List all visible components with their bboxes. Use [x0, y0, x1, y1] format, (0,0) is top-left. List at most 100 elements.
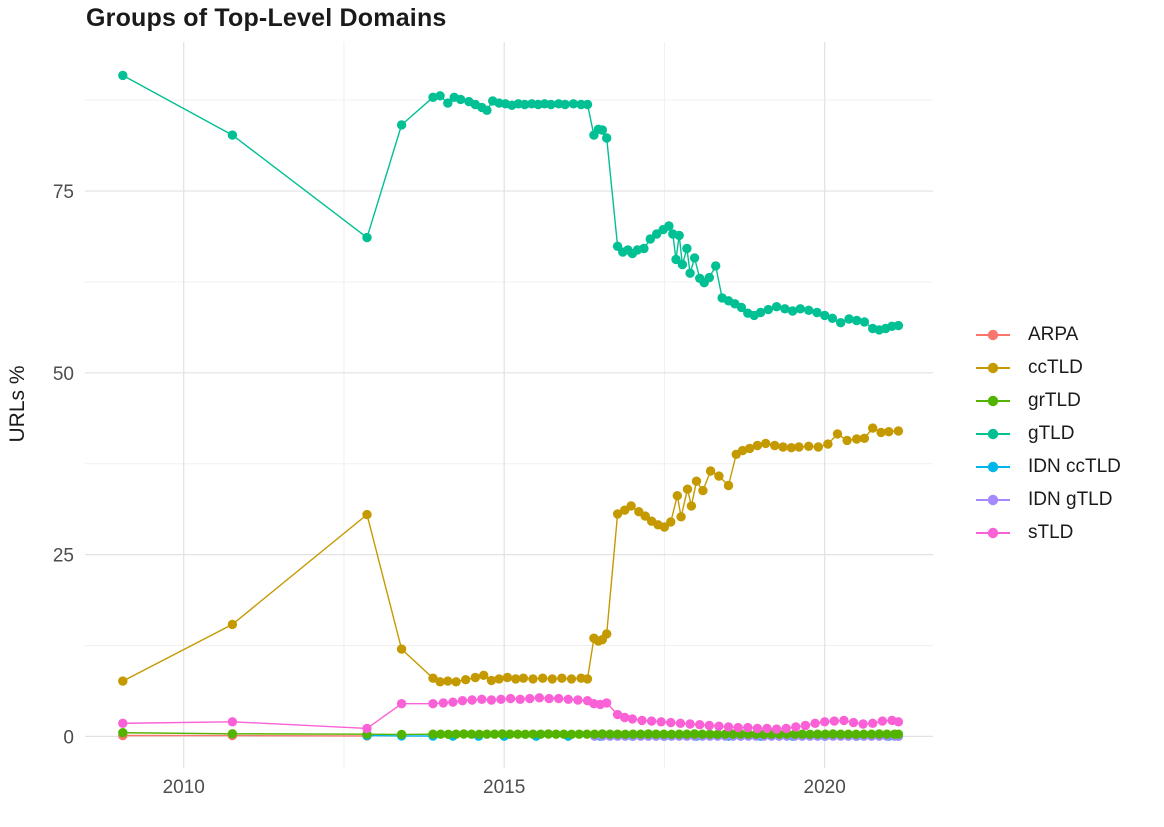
- series-point-cctld: [786, 443, 796, 453]
- series-point-grtld: [543, 729, 554, 739]
- series-point-stld: [868, 718, 878, 728]
- series-point-gtld: [820, 310, 830, 321]
- x-tick-label: 2020: [804, 777, 846, 798]
- series-point-grtld: [666, 729, 677, 739]
- series-point-cctld: [502, 672, 513, 683]
- series-point-grtld: [866, 729, 877, 739]
- series-point-stld: [685, 719, 695, 729]
- y-axis-title: URLs %: [6, 365, 29, 443]
- series-point-grtld: [396, 729, 407, 740]
- series-point-gtld: [645, 234, 655, 244]
- series-point-stld: [848, 717, 859, 728]
- series-point-stld: [820, 717, 830, 727]
- series-point-grtld: [528, 729, 538, 739]
- series-point-grtld: [659, 729, 669, 739]
- series-point-stld: [810, 718, 820, 728]
- series-point-grtld: [489, 729, 500, 739]
- legend: ARPA ccTLD grTLD gTLD IDN ccTLD IDN gTLD sTLD: [976, 318, 1121, 549]
- series-point-cctld: [659, 522, 670, 532]
- series-point-gtld: [443, 98, 453, 108]
- series-point-stld: [781, 723, 791, 734]
- series-point-stld: [515, 694, 525, 704]
- series-point-grtld: [513, 729, 523, 739]
- series-point-grtld: [893, 729, 904, 739]
- series-point-stld: [858, 719, 868, 729]
- series-point-cctld: [859, 433, 870, 443]
- series-point-cctld: [682, 484, 693, 494]
- series-point-stld: [544, 693, 554, 704]
- series-point-gtld: [893, 320, 904, 331]
- series-point-grtld: [505, 729, 515, 739]
- series-point-grtld: [643, 729, 654, 739]
- series-point-stld: [771, 724, 782, 734]
- series-point-grtld: [843, 729, 854, 739]
- series-point-gtld: [560, 99, 570, 110]
- series-point-stld: [396, 699, 407, 709]
- series-point-grtld: [874, 729, 884, 739]
- series-point-cctld: [518, 673, 529, 683]
- series-point-cctld: [842, 435, 852, 446]
- series-point-gtld: [664, 221, 674, 231]
- series-point-gtld: [118, 70, 128, 81]
- legend-item-stld: sTLD: [976, 516, 1121, 549]
- series-point-gtld: [787, 306, 798, 316]
- series-point-cctld: [362, 509, 372, 520]
- legend-key-icon: [976, 362, 1010, 373]
- series-point-grtld: [597, 729, 607, 739]
- series-point-cctld: [528, 674, 538, 684]
- series-point-cctld: [676, 512, 686, 522]
- series-point-grtld: [574, 729, 584, 739]
- series-point-cctld: [566, 674, 577, 684]
- series-point-cctld: [396, 644, 407, 654]
- legend-item-label: ccTLD: [1028, 356, 1083, 378]
- legend-key-icon: [976, 395, 1010, 406]
- series-point-gtld: [582, 99, 593, 110]
- series-point-gtld: [755, 307, 766, 318]
- series-point-gtld: [671, 254, 681, 265]
- series-point-stld: [627, 714, 638, 724]
- series-point-stld: [666, 717, 676, 728]
- series-point-stld: [762, 723, 772, 734]
- series-point-gtld: [455, 94, 466, 105]
- series-point-stld: [477, 694, 487, 704]
- series-point-grtld: [820, 729, 830, 739]
- legend-item-grtld: grTLD: [976, 384, 1121, 417]
- series-point-cctld: [494, 674, 504, 684]
- series-point-gtld: [597, 125, 607, 135]
- series-point-gtld: [844, 314, 854, 324]
- series-point-gtld: [602, 133, 612, 143]
- legend-item-arpa: ARPA: [976, 318, 1121, 351]
- series-line-gtld: [122, 74, 899, 331]
- series-point-grtld: [459, 729, 469, 739]
- series-point-gtld: [836, 318, 846, 328]
- legend-key-icon: [976, 494, 1010, 505]
- series-point-grtld: [628, 729, 638, 739]
- legend-item-label: IDN gTLD: [1028, 488, 1113, 510]
- series-point-gtld: [859, 317, 870, 327]
- legend-item-label: IDN ccTLD: [1028, 455, 1121, 477]
- series-point-grtld: [482, 729, 492, 739]
- y-tick-label: 50: [53, 364, 74, 385]
- legend-key-icon: [976, 329, 1010, 340]
- series-point-stld: [505, 693, 516, 704]
- series-point-stld: [675, 718, 686, 728]
- series-point-cctld: [557, 673, 567, 683]
- page-title: Groups of Top-Level Domains: [86, 4, 447, 32]
- series-point-cctld: [893, 426, 904, 436]
- series-point-stld: [800, 720, 811, 731]
- series-point-grtld: [689, 729, 700, 739]
- series-point-cctld: [470, 672, 480, 683]
- series-point-stld: [637, 715, 647, 726]
- series-point-stld: [602, 698, 612, 708]
- series-point-gtld: [804, 305, 814, 315]
- series-point-cctld: [852, 434, 862, 444]
- series-point-cctld: [538, 673, 548, 683]
- series-point-gtld: [704, 272, 714, 283]
- series-point-grtld: [428, 729, 438, 739]
- series-point-gtld: [685, 268, 695, 278]
- y-tick-label: 25: [53, 546, 74, 567]
- series-point-cctld: [698, 485, 708, 496]
- series-point-stld: [118, 718, 128, 728]
- series-point-gtld: [736, 302, 747, 313]
- y-tick-label: 75: [53, 182, 74, 203]
